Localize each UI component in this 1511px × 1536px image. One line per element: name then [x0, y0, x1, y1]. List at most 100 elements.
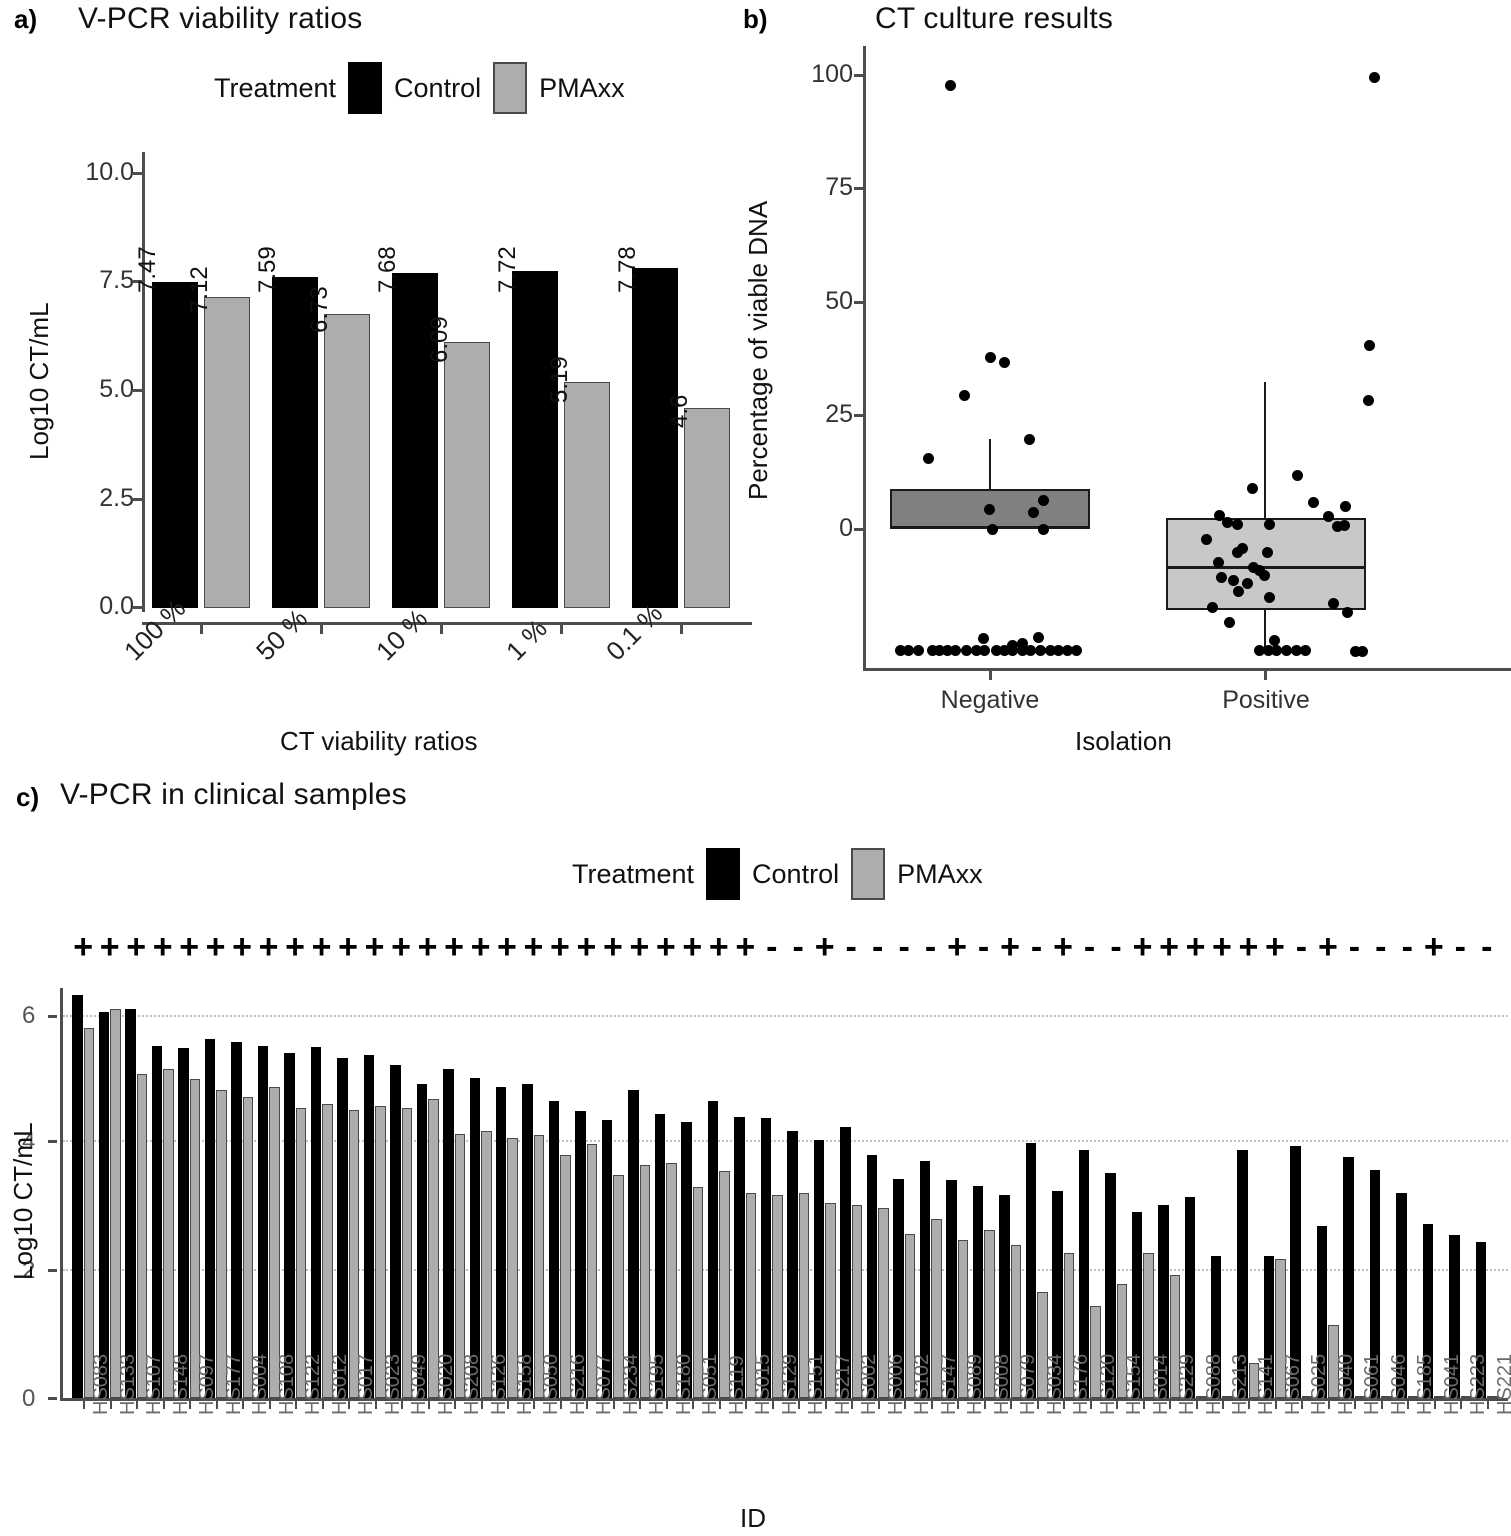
bar-pmaxx: [1010, 1244, 1022, 1398]
panel-c-y-axis: [60, 988, 63, 1400]
legend-title: Treatment: [214, 72, 337, 103]
ytick-mark: [854, 528, 864, 531]
data-point: [1028, 507, 1039, 518]
bar-pmaxx: [1116, 1284, 1127, 1398]
xtick-mark: [374, 1401, 377, 1409]
culture-result-symbol: +: [232, 928, 253, 966]
culture-result-symbol: +: [417, 928, 438, 966]
data-point: [1035, 645, 1046, 656]
bar-control: [972, 1186, 984, 1398]
bar-pmaxx: [481, 1131, 492, 1398]
culture-result-symbol: +: [311, 928, 332, 966]
bar-control: [151, 1045, 163, 1398]
culture-result-symbol: -: [898, 928, 910, 966]
data-point: [1025, 645, 1036, 656]
bar-pmaxx-zero: [1487, 1396, 1498, 1398]
xtick-mark: [1327, 1401, 1330, 1409]
legend-swatch-pmaxx: [493, 62, 528, 114]
bar-control: [1237, 1150, 1248, 1398]
culture-result-symbol: +: [152, 928, 173, 966]
bar-pmaxx: [242, 1096, 254, 1398]
bar-pmaxx: [136, 1073, 148, 1398]
bar-pmaxx: [295, 1107, 307, 1398]
panel-a-ytick-25: 2.5: [99, 484, 134, 512]
bar-pmaxx: [825, 1203, 836, 1398]
xtick-mark: [440, 622, 443, 634]
panel-c-label: c): [16, 782, 40, 812]
bar-pmaxx: [322, 1104, 333, 1398]
bar-value-label: 6.73: [306, 286, 333, 333]
data-point: [1201, 534, 1212, 545]
data-point: [1291, 645, 1302, 656]
data-point: [987, 524, 998, 535]
ytick-mark: [854, 301, 864, 304]
bar-pmaxx: [613, 1174, 624, 1398]
bar-control: [1316, 1225, 1328, 1398]
panel-b-x-axis-title: Isolation: [1075, 726, 1172, 756]
data-point: [1364, 340, 1375, 351]
data-point: [1281, 645, 1292, 656]
culture-result-symbol: +: [602, 928, 623, 966]
xtick-mark: [1089, 1401, 1092, 1409]
ytick-mark: [48, 1015, 57, 1018]
xtick-mark: [824, 1401, 827, 1409]
xtick-mark: [189, 1401, 192, 1409]
data-point: [1232, 519, 1243, 530]
data-point: [978, 633, 989, 644]
culture-result-symbol: -: [1295, 928, 1308, 966]
bar-pmaxx: [204, 297, 250, 608]
culture-result-symbol: -: [1083, 928, 1096, 966]
bar-pmaxx: [1037, 1292, 1048, 1398]
bar-control: [1052, 1190, 1063, 1398]
data-point: [1259, 570, 1270, 581]
data-point: [1017, 638, 1028, 649]
ytick-mark: [854, 414, 864, 417]
culture-result-symbol: +: [549, 928, 570, 966]
xtick-mark: [215, 1401, 218, 1409]
culture-result-symbol: -: [766, 928, 778, 966]
data-point: [1053, 645, 1064, 656]
xtick-mark: [1380, 1401, 1383, 1409]
panel-c-ytick-6: 6: [22, 1002, 36, 1029]
bar-pmaxx-zero: [1354, 1396, 1366, 1398]
bar-control: [284, 1053, 295, 1398]
data-point: [1300, 645, 1311, 656]
bar-value-label: 6.09: [426, 316, 453, 363]
xtick-mark: [1354, 1401, 1357, 1409]
culture-result-symbol: +: [814, 928, 835, 966]
bar-control: [866, 1155, 878, 1398]
xtick-mark: [1407, 1401, 1410, 1409]
xtick-mark: [1264, 668, 1267, 680]
bar-control: [1025, 1142, 1037, 1398]
bar-control: [125, 1008, 136, 1398]
data-point: [913, 645, 924, 656]
xtick-mark: [506, 1401, 509, 1409]
boxplot-median-positive: [1166, 566, 1366, 569]
bar-control: [1158, 1205, 1169, 1398]
data-point: [895, 645, 906, 656]
bar-control: [919, 1160, 931, 1398]
panel-c-gridline: [63, 1140, 1508, 1142]
xtick-mark: [1063, 1401, 1066, 1409]
panel-a-ytick-0: 0.0: [99, 592, 134, 620]
xtick-mark: [612, 1401, 615, 1409]
xtick-mark: [745, 1401, 748, 1409]
xtick-mark: [1142, 1401, 1145, 1409]
culture-result-symbol: +: [708, 928, 729, 966]
data-point: [1024, 434, 1035, 445]
culture-result-symbol: +: [1317, 928, 1338, 966]
bar-pmaxx: [269, 1086, 280, 1398]
ytick-mark: [854, 187, 864, 190]
xtick-mark: [1301, 1401, 1304, 1409]
xtick-mark: [295, 1401, 298, 1409]
bar-pmaxx: [851, 1205, 863, 1398]
ytick-mark: [133, 498, 143, 501]
bar-pmaxx: [454, 1133, 465, 1398]
data-point: [1248, 562, 1259, 573]
panel-a-label: a): [14, 4, 38, 34]
culture-result-symbol: +: [258, 928, 279, 966]
data-point: [1216, 572, 1227, 583]
bar-pmaxx-zero: [1381, 1396, 1392, 1398]
bar-pmaxx: [745, 1192, 757, 1398]
culture-result-symbol: +: [496, 928, 517, 966]
